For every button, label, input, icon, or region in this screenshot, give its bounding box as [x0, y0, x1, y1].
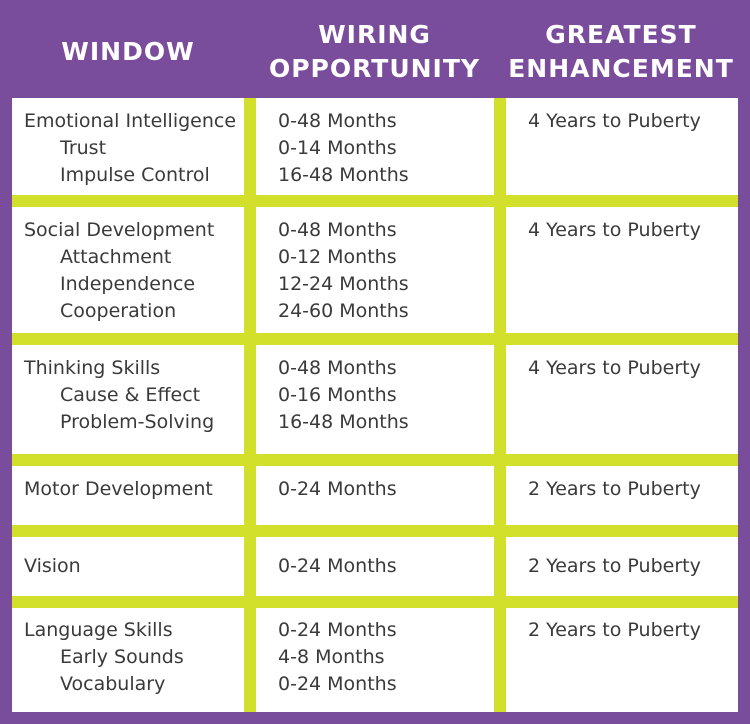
cell-wiring-thinking-skills: 0-48 Months 0-16 Months 16-48 Months	[256, 345, 494, 454]
wiring-value: 0-24 Months	[278, 673, 397, 695]
wiring-value: 24-60 Months	[278, 300, 409, 322]
window-subitem: Vocabulary	[60, 673, 166, 695]
wiring-value: 0-16 Months	[278, 384, 397, 406]
table-body: Emotional Intelligence Trust Impulse Con…	[12, 98, 738, 712]
wiring-value: 16-48 Months	[278, 164, 409, 186]
header-greatest-enhancement: GREATEST ENHANCEMENT	[505, 18, 737, 86]
window-subitem: Impulse Control	[60, 164, 210, 186]
wiring-value: 0-48 Months	[278, 110, 397, 132]
wiring-value: 12-24 Months	[278, 273, 409, 295]
wiring-value: 0-14 Months	[278, 137, 397, 159]
header-greatest-line1: GREATEST	[545, 20, 697, 49]
cell-enhancement-motor-development: 2 Years to Puberty	[506, 466, 738, 525]
wiring-value: 0-24 Months	[278, 478, 397, 500]
cell-window-emotional-intelligence: Emotional Intelligence Trust Impulse Con…	[12, 98, 244, 195]
header-window-label: WINDOW	[61, 37, 195, 66]
table-header: WINDOW WIRING OPPORTUNITY GREATEST ENHAN…	[0, 0, 750, 98]
cell-wiring-motor-development: 0-24 Months	[256, 466, 494, 525]
wiring-value: 0-48 Months	[278, 357, 397, 379]
header-greatest-line2: ENHANCEMENT	[508, 54, 734, 83]
header-wiring-line2: OPPORTUNITY	[268, 54, 480, 83]
cell-window-vision: Vision	[12, 537, 244, 596]
cell-window-motor-development: Motor Development	[12, 466, 244, 525]
window-subitem: Attachment	[60, 246, 172, 268]
window-subitem: Problem-Solving	[60, 411, 215, 433]
header-wiring-line1: WIRING	[318, 20, 431, 49]
window-subitem: Early Sounds	[60, 646, 184, 668]
wiring-value: 16-48 Months	[278, 411, 409, 433]
cell-window-language-skills: Language Skills Early Sounds Vocabulary	[12, 608, 244, 712]
cell-enhancement-social-development: 4 Years to Puberty	[506, 207, 738, 333]
enhancement-value: 2 Years to Puberty	[528, 619, 701, 641]
window-title: Motor Development	[24, 478, 213, 500]
window-subitem: Trust	[60, 137, 107, 159]
cell-wiring-social-development: 0-48 Months 0-12 Months 12-24 Months 24-…	[256, 207, 494, 333]
cell-enhancement-language-skills: 2 Years to Puberty	[506, 608, 738, 712]
window-title: Emotional Intelligence	[24, 110, 237, 132]
wiring-value: 0-24 Months	[278, 555, 397, 577]
window-title: Thinking Skills	[24, 357, 161, 379]
wiring-value: 0-48 Months	[278, 219, 397, 241]
cell-window-social-development: Social Development Attachment Independen…	[12, 207, 244, 333]
header-wiring-opportunity: WIRING OPPORTUNITY	[256, 18, 493, 86]
enhancement-value: 4 Years to Puberty	[528, 110, 701, 132]
enhancement-value: 2 Years to Puberty	[528, 478, 701, 500]
window-subitem: Independence	[60, 273, 196, 295]
cell-wiring-emotional-intelligence: 0-48 Months 0-14 Months 16-48 Months	[256, 98, 494, 195]
enhancement-value: 2 Years to Puberty	[528, 555, 701, 577]
enhancement-value: 4 Years to Puberty	[528, 219, 701, 241]
wiring-value: 0-12 Months	[278, 246, 397, 268]
cell-enhancement-emotional-intelligence: 4 Years to Puberty	[506, 98, 738, 195]
window-subitem: Cooperation	[60, 300, 177, 322]
header-window: WINDOW	[12, 35, 244, 69]
window-title: Vision	[24, 555, 81, 577]
wiring-value: 0-24 Months	[278, 619, 397, 641]
cell-enhancement-vision: 2 Years to Puberty	[506, 537, 738, 596]
cell-wiring-language-skills: 0-24 Months 4-8 Months 0-24 Months	[256, 608, 494, 712]
enhancement-value: 4 Years to Puberty	[528, 357, 701, 379]
cell-window-thinking-skills: Thinking Skills Cause & Effect Problem-S…	[12, 345, 244, 454]
cell-enhancement-thinking-skills: 4 Years to Puberty	[506, 345, 738, 454]
cell-wiring-vision: 0-24 Months	[256, 537, 494, 596]
window-title: Language Skills	[24, 619, 173, 641]
window-title: Social Development	[24, 219, 215, 241]
wiring-value: 4-8 Months	[278, 646, 385, 668]
window-subitem: Cause & Effect	[60, 384, 201, 406]
